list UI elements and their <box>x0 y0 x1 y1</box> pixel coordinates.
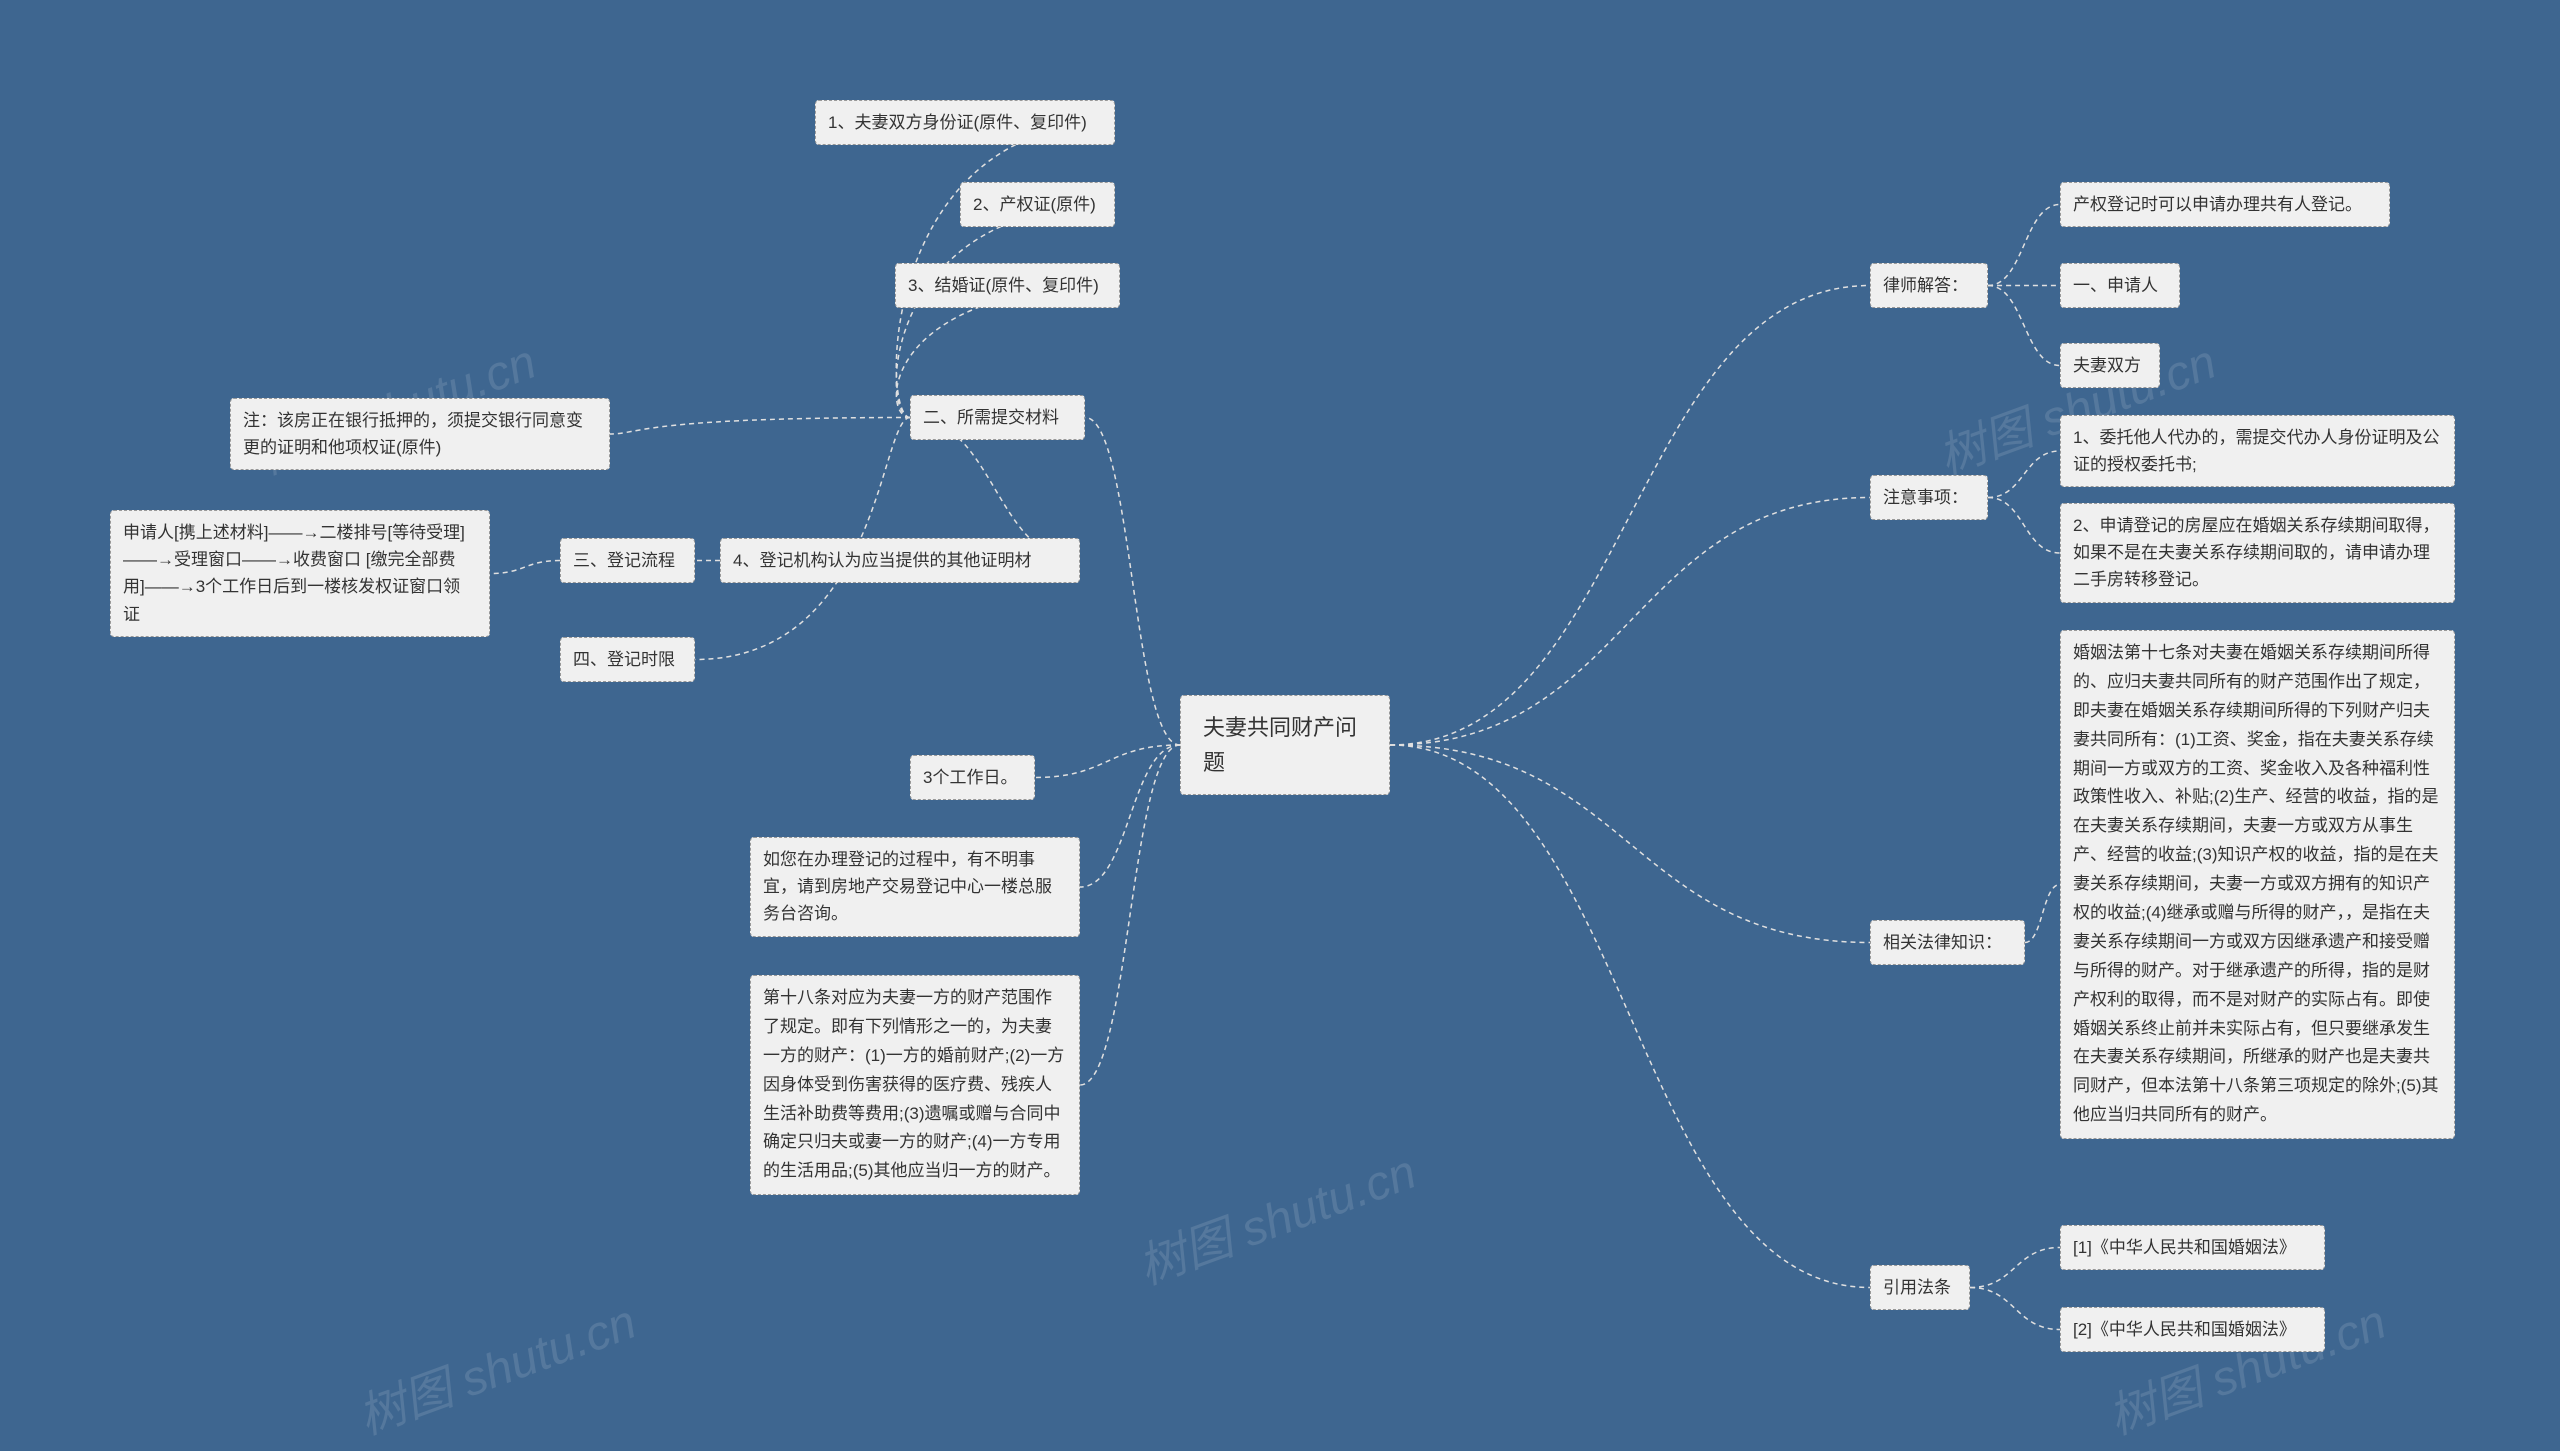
edge-lawyer-lawyer1 <box>1988 205 2060 286</box>
node-notice: 注意事项： <box>1870 475 1988 520</box>
node-docs4: 4、登记机构认为应当提供的其他证明材 <box>720 538 1080 583</box>
node-cite1: [1]《中华人民共和国婚姻法》 <box>2060 1225 2325 1270</box>
edge-root-cite <box>1390 745 1870 1288</box>
edge-notice-notice1 <box>1988 451 2060 498</box>
edge-proc-proc1 <box>490 561 560 574</box>
node-docs3: 3、结婚证(原件、复印件) <box>895 263 1120 308</box>
node-proc: 三、登记流程 <box>560 538 695 583</box>
edge-root-docs <box>1085 418 1180 746</box>
node-notice1: 1、委托他人代办的，需提交代办人身份证明及公证的授权委托书; <box>2060 415 2455 487</box>
edge-notice-notice2 <box>1988 498 2060 554</box>
edge-cite-cite2 <box>1970 1288 2060 1330</box>
edge-root-art18 <box>1080 745 1180 1085</box>
watermark: 树图 shutu.cn <box>347 1282 644 1447</box>
edge-root-law <box>1390 745 1870 943</box>
node-time1: 3个工作日。 <box>910 755 1035 800</box>
edge-root-consult <box>1080 745 1180 887</box>
edge-docs-docs2 <box>896 205 1115 418</box>
edge-law-law1 <box>2025 885 2060 943</box>
node-lawyer2: 一、申请人 <box>2060 263 2180 308</box>
node-cite2: [2]《中华人民共和国婚姻法》 <box>2060 1307 2325 1352</box>
edge-root-time1 <box>1035 745 1180 778</box>
node-notice2: 2、申请登记的房屋应在婚姻关系存续期间取得，如果不是在夫妻关系存续期间取的，请申… <box>2060 503 2455 603</box>
edge-root-lawyer <box>1390 286 1870 746</box>
node-law1: 婚姻法第十七条对夫妻在婚姻关系存续期间所得的、应归夫妻共同所有的财产范围作出了规… <box>2060 630 2455 1139</box>
watermark: 树图 shutu.cn <box>1127 1132 1424 1297</box>
node-consult: 如您在办理登记的过程中，有不明事宜，请到房地产交易登记中心一楼总服务台咨询。 <box>750 837 1080 937</box>
node-note1: 注：该房正在银行抵押的，须提交银行同意变更的证明和他项权证(原件) <box>230 398 610 470</box>
node-lawyer3: 夫妻双方 <box>2060 343 2160 388</box>
node-docs2: 2、产权证(原件) <box>960 182 1115 227</box>
node-lawyer1: 产权登记时可以申请办理共有人登记。 <box>2060 182 2390 227</box>
edge-docs-note1 <box>610 418 910 435</box>
edge-lawyer-lawyer3 <box>1988 286 2060 366</box>
node-root: 夫妻共同财产问题 <box>1180 695 1390 795</box>
node-docs: 二、所需提交材料 <box>910 395 1085 440</box>
node-docs1: 1、夫妻双方身份证(原件、复印件) <box>815 100 1115 145</box>
node-lawyer: 律师解答： <box>1870 263 1988 308</box>
edge-root-notice <box>1390 498 1870 746</box>
node-time: 四、登记时限 <box>560 637 695 682</box>
node-cite: 引用法条 <box>1870 1265 1970 1310</box>
node-proc1: 申请人[携上述材料]——→二楼排号[等待受理]——→受理窗口——→收费窗口 [缴… <box>110 510 490 637</box>
edge-cite-cite1 <box>1970 1248 2060 1288</box>
node-art18: 第十八条对应为夫妻一方的财产范围作了规定。即有下列情形之一的，为夫妻一方的财产：… <box>750 975 1080 1195</box>
node-law: 相关法律知识： <box>1870 920 2025 965</box>
